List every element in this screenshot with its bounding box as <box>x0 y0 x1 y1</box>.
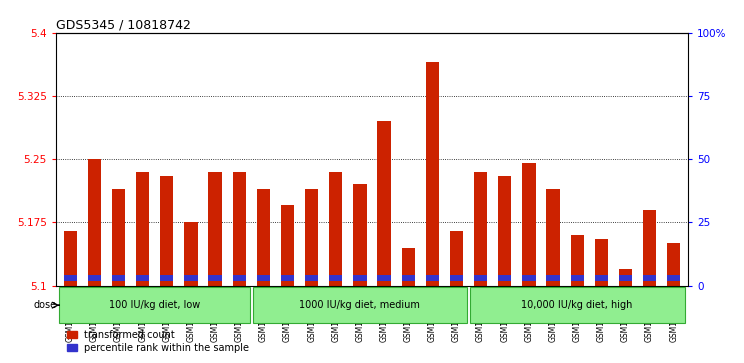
Bar <box>136 275 150 281</box>
Bar <box>257 189 270 286</box>
Bar <box>60 287 250 323</box>
Bar <box>667 275 680 281</box>
Bar <box>546 189 559 286</box>
Bar <box>257 275 270 281</box>
Text: GDS5345 / 10818742: GDS5345 / 10818742 <box>56 19 190 32</box>
Bar <box>594 239 608 286</box>
Bar <box>329 275 342 281</box>
Bar <box>546 275 559 281</box>
Bar <box>160 275 173 281</box>
Bar <box>571 235 584 286</box>
Bar <box>426 62 439 286</box>
Bar <box>112 189 125 286</box>
Bar <box>594 275 608 281</box>
Bar <box>329 172 342 286</box>
Bar <box>522 275 536 281</box>
Bar <box>402 275 415 281</box>
Bar <box>88 275 101 281</box>
Bar <box>474 275 487 281</box>
Bar <box>619 275 632 281</box>
Bar <box>667 243 680 286</box>
Bar <box>498 176 511 286</box>
Bar <box>305 189 318 286</box>
Bar <box>208 275 222 281</box>
Legend: transformed count, percentile rank within the sample: transformed count, percentile rank withi… <box>67 330 249 352</box>
Bar <box>281 205 294 286</box>
Bar <box>64 231 77 286</box>
Bar <box>353 184 367 286</box>
Bar <box>353 275 367 281</box>
Bar <box>112 275 125 281</box>
Bar <box>88 159 101 286</box>
Bar <box>160 176 173 286</box>
Bar <box>571 275 584 281</box>
Text: 1000 IU/kg diet, medium: 1000 IU/kg diet, medium <box>300 300 420 310</box>
Bar <box>643 210 656 286</box>
Bar <box>208 172 222 286</box>
Bar <box>402 248 415 286</box>
Bar <box>474 172 487 286</box>
Bar <box>305 275 318 281</box>
Bar <box>643 275 656 281</box>
Bar <box>469 287 684 323</box>
Bar <box>498 275 511 281</box>
Bar <box>252 287 467 323</box>
Bar <box>233 172 246 286</box>
Bar <box>377 121 391 286</box>
Bar <box>64 275 77 281</box>
Bar <box>185 275 198 281</box>
Text: dose: dose <box>33 300 57 310</box>
Bar <box>450 231 463 286</box>
Text: 100 IU/kg diet, low: 100 IU/kg diet, low <box>109 300 200 310</box>
Bar <box>450 275 463 281</box>
Text: 10,000 IU/kg diet, high: 10,000 IU/kg diet, high <box>522 300 633 310</box>
Bar <box>426 275 439 281</box>
Bar <box>522 163 536 286</box>
Bar <box>233 275 246 281</box>
Bar <box>281 275 294 281</box>
Bar <box>619 269 632 286</box>
Bar <box>136 172 150 286</box>
Bar <box>377 275 391 281</box>
Bar <box>185 222 198 286</box>
